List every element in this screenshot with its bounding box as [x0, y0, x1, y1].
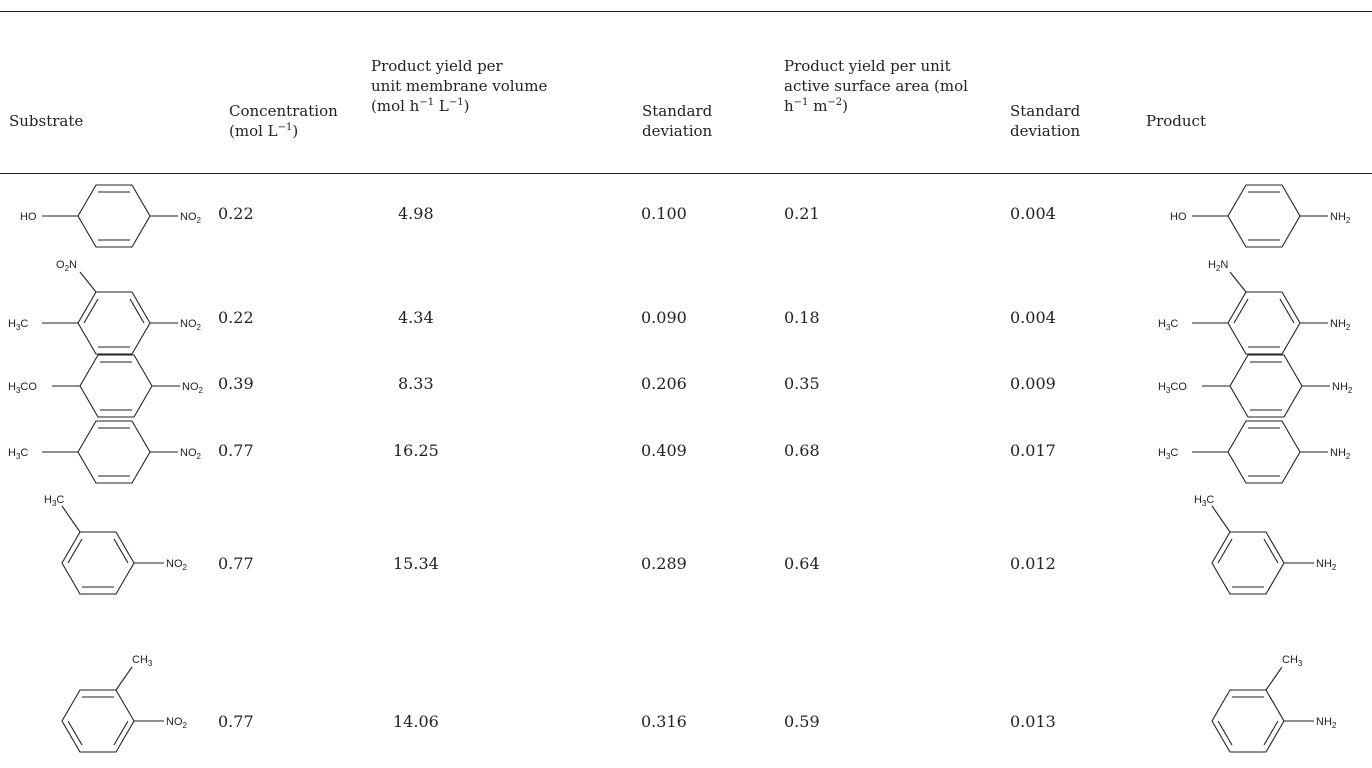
yield-area: 0.18 [784, 308, 820, 327]
concentration: 0.39 [218, 374, 254, 393]
svg-text:NH2: NH2 [1330, 318, 1351, 332]
substrate-structure: HO NO2 [20, 184, 202, 248]
svg-text:NO2: NO2 [166, 558, 188, 572]
yield-volume: 4.34 [398, 308, 434, 327]
concentration: 0.22 [218, 308, 254, 327]
svg-text:NO2: NO2 [182, 381, 204, 395]
sd1: 0.090 [641, 308, 687, 327]
header-substrate: Substrate [9, 112, 84, 130]
product-structure: CH3 NH2 [1211, 654, 1337, 753]
svg-text:NO2: NO2 [180, 447, 202, 461]
svg-text:NH2: NH2 [1332, 381, 1353, 395]
concentration: 0.77 [218, 441, 254, 460]
svg-text:HO: HO [1170, 211, 1187, 223]
svg-text:H3CO: H3CO [1158, 381, 1187, 395]
yield-area: 0.59 [784, 712, 820, 731]
svg-text:H3C: H3C [1194, 494, 1214, 508]
substrate-structure: H3C NO2 [44, 494, 188, 595]
sd1: 0.289 [641, 554, 687, 573]
sd2: 0.013 [1010, 712, 1056, 731]
svg-text:H3C: H3C [8, 447, 28, 461]
svg-text:NH2: NH2 [1316, 716, 1337, 730]
yield-volume: 14.06 [393, 712, 439, 731]
yield-volume: 16.25 [393, 441, 439, 460]
header-yield-volume: Product yield per unit membrane volume (… [371, 57, 548, 115]
svg-text:O2N: O2N [56, 259, 77, 273]
yield-area: 0.64 [784, 554, 820, 573]
svg-text:H3C: H3C [1158, 318, 1178, 332]
svg-text:H3C: H3C [44, 494, 64, 508]
header-sd2: Standard deviation [1010, 102, 1081, 140]
header-sd1: Standard deviation [642, 102, 713, 140]
header-product: Product [1146, 112, 1206, 130]
svg-text:H3C: H3C [1158, 447, 1178, 461]
svg-text:NH2: NH2 [1316, 558, 1337, 572]
sd2: 0.004 [1010, 308, 1056, 327]
yield-area: 0.35 [784, 374, 820, 393]
right-group: NO2 [180, 211, 202, 225]
sd2: 0.009 [1010, 374, 1056, 393]
table-header-rule [0, 173, 1372, 174]
sd1: 0.316 [641, 712, 687, 731]
header-concentration: Concentration (mol L−1) [229, 102, 338, 140]
yield-area: 0.21 [784, 204, 820, 223]
yield-volume: 15.34 [393, 554, 439, 573]
sd1: 0.409 [641, 441, 687, 460]
concentration: 0.77 [218, 554, 254, 573]
substrate-structure: CH3 NO2 [61, 654, 188, 753]
svg-text:CH3: CH3 [132, 654, 153, 668]
concentration: 0.22 [218, 204, 254, 223]
substrate-structure: H3C NO2 [8, 420, 202, 484]
product-structure: H2N H3C NH2 [1158, 259, 1351, 355]
sd2: 0.004 [1010, 204, 1056, 223]
svg-text:NH2: NH2 [1330, 447, 1351, 461]
product-structure: H3CO NH2 [1158, 354, 1353, 418]
svg-text:H2N: H2N [1208, 259, 1228, 273]
table-top-rule [0, 11, 1372, 12]
yield-area: 0.68 [784, 441, 820, 460]
svg-text:NO2: NO2 [166, 716, 188, 730]
product-structure: HO NH2 [1170, 184, 1351, 248]
svg-text:H3C: H3C [8, 318, 28, 332]
svg-text:NO2: NO2 [180, 318, 202, 332]
sd1: 0.206 [641, 374, 687, 393]
header-yield-area: Product yield per unit active surface ar… [784, 57, 968, 115]
sd1: 0.100 [641, 204, 687, 223]
svg-text:NH2: NH2 [1330, 211, 1351, 225]
product-structure: H3C NH2 [1158, 420, 1351, 484]
concentration: 0.77 [218, 712, 254, 731]
substrate-structure: H3CO NO2 [8, 354, 204, 418]
svg-text:H3CO: H3CO [8, 381, 37, 395]
sd2: 0.012 [1010, 554, 1056, 573]
sd2: 0.017 [1010, 441, 1056, 460]
left-group: HO [20, 211, 37, 223]
product-structure: H3C NH2 [1194, 494, 1337, 595]
substrate-structure: O2N H3C NO2 [8, 259, 202, 355]
yield-volume: 8.33 [398, 374, 434, 393]
svg-text:CH3: CH3 [1282, 654, 1303, 668]
yield-volume: 4.98 [398, 204, 434, 223]
